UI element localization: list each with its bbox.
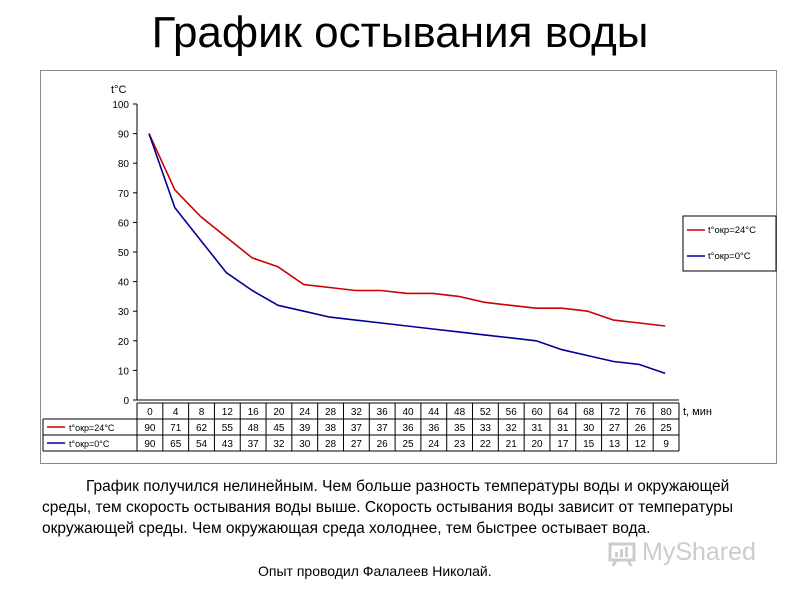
x-tick-label: 60 (531, 407, 543, 418)
x-tick-label: 80 (661, 407, 673, 418)
data-label: 23 (454, 439, 466, 450)
data-label: 31 (557, 423, 569, 434)
data-label: 26 (635, 423, 647, 434)
x-tick-label: 40 (402, 407, 414, 418)
data-label: 37 (351, 423, 363, 434)
x-tick-label: 64 (557, 407, 569, 418)
data-label: 27 (351, 439, 363, 450)
y-tick-label: 60 (118, 218, 130, 229)
data-label: 37 (248, 439, 260, 450)
y-tick-label: 20 (118, 337, 130, 348)
x-tick-label: 24 (299, 407, 311, 418)
table-series-name: t°окр=0°C (69, 439, 110, 449)
data-label: 24 (428, 439, 440, 450)
data-label: 13 (609, 439, 621, 450)
x-tick-label: 68 (583, 407, 595, 418)
data-label: 25 (402, 439, 414, 450)
data-label: 48 (248, 423, 260, 434)
y-tick-label: 90 (118, 130, 130, 141)
data-label: 54 (196, 439, 208, 450)
x-tick-label: 44 (428, 407, 440, 418)
x-tick-label: 20 (273, 407, 285, 418)
x-tick-label: 32 (351, 407, 363, 418)
data-label: 71 (170, 423, 182, 434)
data-label: 21 (506, 439, 518, 450)
data-label: 38 (325, 423, 337, 434)
legend-label: t°окр=0°C (708, 251, 751, 262)
table-series-name: t°окр=24°C (69, 423, 115, 433)
x-tick-label: 0 (147, 407, 153, 418)
watermark-text: MyShared (642, 538, 756, 566)
data-label: 32 (273, 439, 285, 450)
data-label: 32 (506, 423, 518, 434)
data-label: 25 (661, 423, 673, 434)
legend-box (682, 215, 777, 272)
x-tick-label: 72 (609, 407, 621, 418)
data-label: 12 (635, 439, 647, 450)
data-label: 37 (377, 423, 389, 434)
data-label: 22 (480, 439, 492, 450)
data-label: 35 (454, 423, 466, 434)
x-tick-label: 48 (454, 407, 466, 418)
data-label: 65 (170, 439, 182, 450)
series-line-1 (148, 133, 666, 375)
y-tick-label: 70 (118, 189, 130, 200)
x-tick-label: 56 (506, 407, 518, 418)
x-axis-label: t, мин (683, 406, 712, 418)
data-label: 28 (325, 439, 337, 450)
presentation-board-icon (608, 541, 638, 567)
y-axis-label: t°C (111, 84, 126, 96)
y-tick-label: 80 (118, 159, 130, 170)
y-tick-label: 30 (118, 307, 130, 318)
data-label: 62 (196, 423, 208, 434)
data-label: 9 (663, 439, 669, 450)
x-tick-label: 52 (480, 407, 492, 418)
data-label: 36 (428, 423, 440, 434)
y-tick-label: 40 (118, 278, 130, 289)
data-label: 17 (557, 439, 569, 450)
data-label: 43 (222, 439, 234, 450)
y-tick-label: 100 (112, 100, 129, 111)
x-tick-label: 12 (222, 407, 234, 418)
data-label: 27 (609, 423, 621, 434)
data-label: 20 (531, 439, 543, 450)
chart-frame: 0 10 20 30 40 50 60 70 80 90 100 t°C 0 4 8 12 16 20 24 28 32… (40, 70, 777, 464)
watermark: MyShared (608, 538, 756, 567)
x-tick-label: 36 (377, 407, 389, 418)
series-line-0 (148, 133, 666, 327)
legend-label: t°окр=24°C (708, 225, 756, 236)
data-label: 31 (531, 423, 543, 434)
description-text: График получился нелинейным. Чем больше … (42, 478, 733, 537)
x-tick-label: 76 (635, 407, 647, 418)
data-label: 90 (144, 423, 156, 434)
x-tick-label: 28 (325, 407, 337, 418)
data-label: 36 (402, 423, 414, 434)
slide-title: График остывания воды (151, 8, 649, 57)
data-label: 15 (583, 439, 595, 450)
data-label: 30 (299, 439, 311, 450)
data-label: 45 (273, 423, 285, 434)
y-tick-label: 10 (118, 366, 130, 377)
data-label: 55 (222, 423, 234, 434)
x-tick-label: 4 (173, 407, 179, 418)
data-label: 33 (480, 423, 492, 434)
y-tick-label: 50 (118, 248, 130, 259)
data-label: 39 (299, 423, 311, 434)
data-label: 30 (583, 423, 595, 434)
data-label: 90 (144, 439, 156, 450)
y-tick-label: 0 (123, 396, 129, 407)
data-label: 26 (377, 439, 389, 450)
x-tick-label: 16 (248, 407, 260, 418)
author-note: Опыт проводил Фалалеев Николай. (258, 563, 492, 579)
x-tick-label: 8 (199, 407, 205, 418)
